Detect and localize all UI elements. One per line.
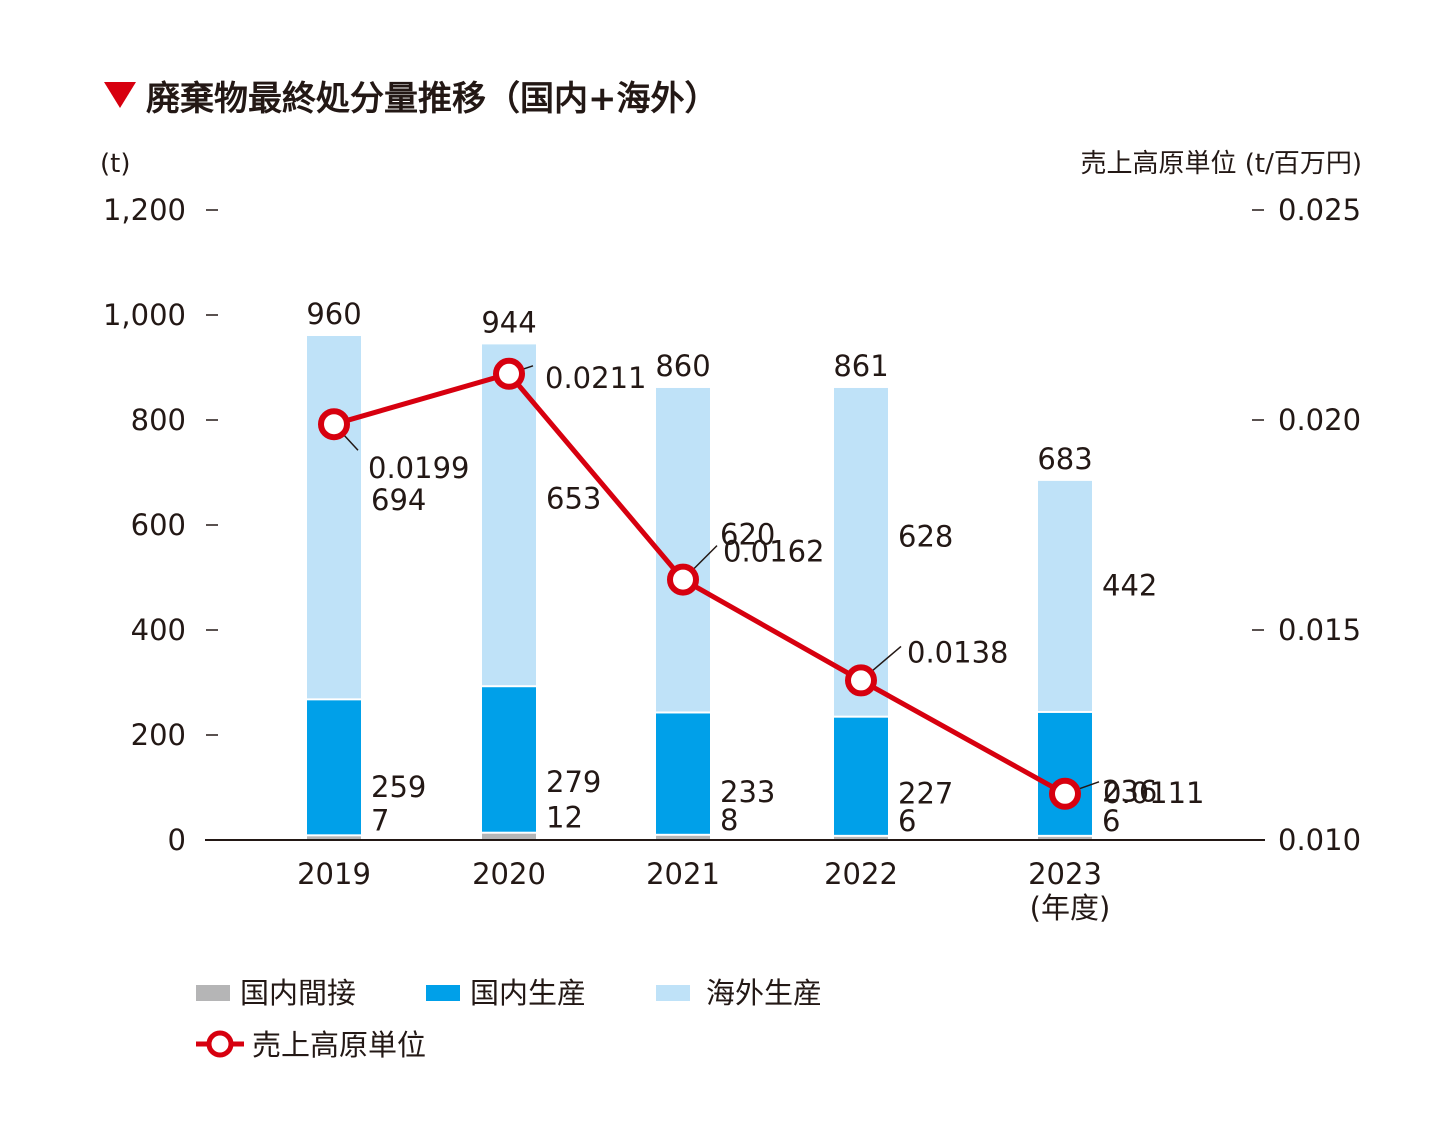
segment-labels: 7259694960122796539448233620860622762886… [306,297,1157,838]
x-axis-unit-label: (年度) [1030,891,1111,925]
bar-segment-domestic [834,717,888,835]
intensity-value-label: 0.0111 [1103,776,1204,810]
title-marker-icon [104,82,136,108]
legend-swatch-domestic [426,985,460,1001]
bar-segment-indirect [656,835,710,840]
overseas-value-label: 628 [898,519,953,553]
indirect-value-label: 12 [546,801,583,835]
bar-segment-overseas [656,387,710,712]
x-tick-label: 2022 [824,857,898,891]
bar-total-label: 944 [481,305,536,339]
overseas-value-label: 620 [720,517,775,551]
right-axis-unit-label: 売上高原単位 (t/百万円) [1080,149,1362,179]
legend-swatch-overseas [656,985,690,1001]
bar-segment-indirect [307,836,361,840]
left-tick-label: 600 [131,508,186,542]
legend-marker-icon [206,1030,234,1058]
indirect-value-label: 6 [1102,804,1120,838]
bar-stacks [307,336,1092,840]
legend-label-domestic: 国内生産 [470,976,586,1010]
x-axis: 2019 2020 2021 2022 2023 [297,857,1102,891]
overseas-value-label: 442 [1102,568,1157,602]
domestic-value-label: 233 [720,775,775,809]
right-y-axis: 0.010 0.015 0.020 0.025 [1252,193,1361,857]
right-tick-label: 0.015 [1278,613,1361,647]
intensity-value-label: 0.0199 [368,451,469,485]
x-tick-label: 2020 [472,857,546,891]
x-tick-label: 2023 [1028,857,1102,891]
x-tick-label: 2021 [646,857,720,891]
left-tick-label: 0 [168,823,186,857]
left-tick-label: 800 [131,403,186,437]
legend-swatch-indirect [196,985,230,1001]
bar-segment-indirect [482,833,536,840]
intensity-point [667,563,699,596]
domestic-value-label: 259 [371,770,426,804]
legend-label-indirect: 国内間接 [240,976,356,1010]
intensity-point [318,408,350,441]
bar-segment-domestic [656,713,710,834]
bar-segment-indirect [1038,836,1092,840]
bar-total-label: 860 [655,349,710,383]
bar-total-label: 683 [1037,442,1092,476]
intensity-point [1049,777,1081,810]
bar-segment-domestic [482,687,536,832]
intensity-line-series: 0.0199 0.0211 0.0162 0.0138 0.0111 [318,357,1204,810]
right-tick-label: 0.010 [1278,823,1361,857]
bar-segment-overseas [834,387,888,716]
legend-label-overseas: 海外生産 [706,976,822,1010]
left-tick-label: 1,200 [103,193,186,227]
bar-segment-domestic [1038,712,1092,835]
chart-title: 廃棄物最終処分量推移（国内+海外） [146,79,719,119]
intensity-point [845,664,877,697]
indirect-value-label: 7 [371,803,389,837]
left-y-axis: 0 200 400 600 800 1,000 1,200 [103,193,218,857]
domestic-value-label: 227 [898,777,953,811]
x-tick-label: 2019 [297,857,371,891]
indirect-value-label: 6 [898,804,916,838]
overseas-value-label: 653 [546,482,601,516]
left-tick-label: 400 [131,613,186,647]
bar-total-label: 861 [833,349,888,383]
left-axis-unit-label: (t) [100,149,130,179]
domestic-value-label: 236 [1102,775,1157,809]
bar-segment-overseas [307,336,361,699]
legend-label-intensity: 売上高原単位 [252,1028,426,1062]
bar-segment-overseas [482,344,536,686]
intensity-value-label: 0.0138 [907,635,1008,669]
intensity-value-label: 0.0211 [545,361,646,395]
bar-segment-overseas [1038,480,1092,711]
right-tick-label: 0.020 [1278,403,1361,437]
intensity-value-label: 0.0162 [723,535,824,569]
intensity-point [493,357,525,390]
indirect-value-label: 8 [720,803,738,837]
bar-total-label: 960 [306,297,361,331]
right-tick-label: 0.025 [1278,193,1361,227]
left-tick-label: 1,000 [103,298,186,332]
legend: 国内間接 国内生産 海外生産 売上高原単位 [196,976,822,1062]
domestic-value-label: 279 [546,765,601,799]
bar-segment-domestic [307,700,361,835]
left-tick-label: 200 [131,718,186,752]
bar-segment-indirect [834,836,888,840]
overseas-value-label: 694 [371,483,426,517]
